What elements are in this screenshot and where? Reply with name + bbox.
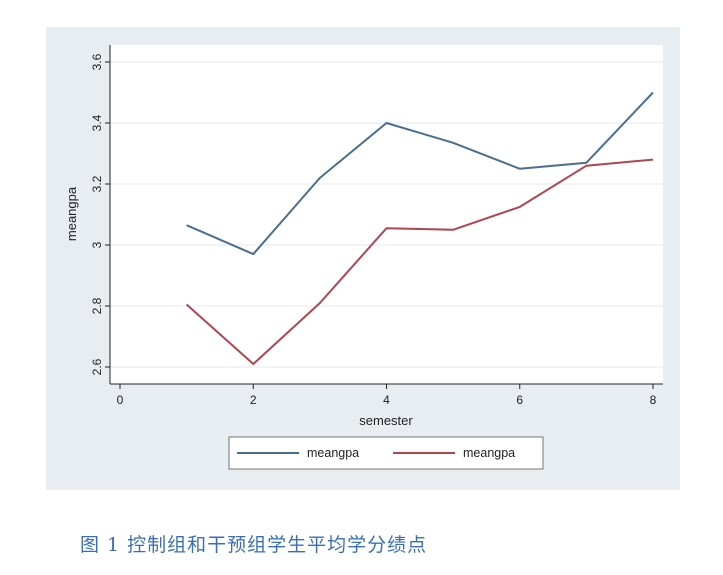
y-axis-ticks: 2.6 2.8 3 3.2 3.4 3.6 — [90, 53, 110, 375]
x-tick-label: 0 — [117, 393, 124, 407]
y-tick-label: 3.2 — [90, 175, 104, 192]
x-tick-label: 4 — [383, 393, 390, 407]
y-tick-label: 3.4 — [90, 114, 104, 131]
x-tick-label: 6 — [516, 393, 523, 407]
line-chart: 2.6 2.8 3 3.2 3.4 3.6 0 2 4 6 8 semester meangpa … — [64, 45, 663, 470]
y-tick-label: 2.8 — [90, 297, 104, 314]
y-tick-label: 3.6 — [90, 53, 104, 70]
figure-caption: 图 1 控制组和干预组学生平均学分绩点 — [80, 534, 428, 556]
legend-label-series-1: meangpa — [307, 446, 359, 460]
y-axis-title: meangpa — [64, 186, 79, 241]
x-tick-label: 2 — [250, 393, 257, 407]
plot-area — [110, 45, 663, 384]
legend-label-series-2: meangpa — [463, 446, 515, 460]
x-axis-ticks: 0 2 4 6 8 — [117, 384, 657, 407]
x-tick-label: 8 — [650, 393, 657, 407]
x-axis-title: semester — [359, 413, 413, 428]
y-tick-label: 2.6 — [90, 358, 104, 375]
series-line-2 — [185, 158, 654, 365]
legend: meangpa meangpa — [228, 436, 544, 470]
y-tick-label: 3 — [90, 241, 104, 248]
series-lines — [185, 91, 654, 365]
series-line-1 — [186, 91, 654, 256]
figure-panel: 2.6 2.8 3 3.2 3.4 3.6 0 2 4 6 8 semester meangpa … — [46, 27, 680, 490]
